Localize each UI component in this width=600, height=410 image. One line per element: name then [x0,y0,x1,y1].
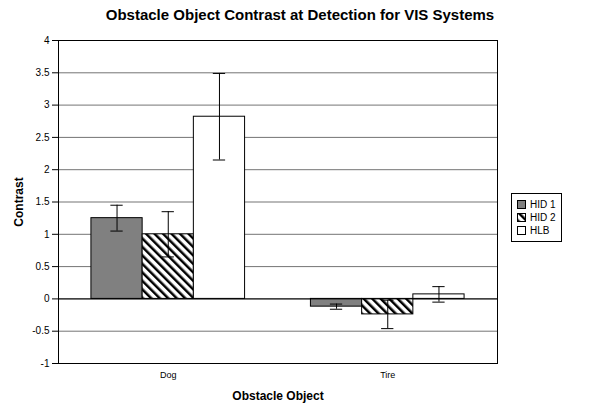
svg-text:0.5: 0.5 [36,261,50,272]
svg-text:4: 4 [44,35,50,46]
svg-text:Contrast: Contrast [12,177,26,226]
svg-text:2: 2 [44,164,50,175]
svg-text:Obstacle Object: Obstacle Object [232,389,323,403]
svg-text:1.5: 1.5 [36,196,50,207]
html-text:HLB: HLB [530,225,550,236]
svg-text:Tire: Tire [380,370,395,380]
html-text:HID 2: HID 2 [530,212,556,223]
svg-text:2.5: 2.5 [36,132,50,143]
html-text:HID 1: HID 1 [530,199,556,210]
svg-text:3.5: 3.5 [36,67,50,78]
svg-text:Dog: Dog [160,370,177,380]
svg-text:-0.5: -0.5 [32,325,50,336]
svg-text:0: 0 [44,293,50,304]
html-text:Obstacle Object Contrast at De: Obstacle Object Contrast at Detection fo… [105,6,495,23]
svg-text:3: 3 [44,99,50,110]
svg-text:1: 1 [44,229,50,240]
svg-text:-1: -1 [41,358,50,369]
